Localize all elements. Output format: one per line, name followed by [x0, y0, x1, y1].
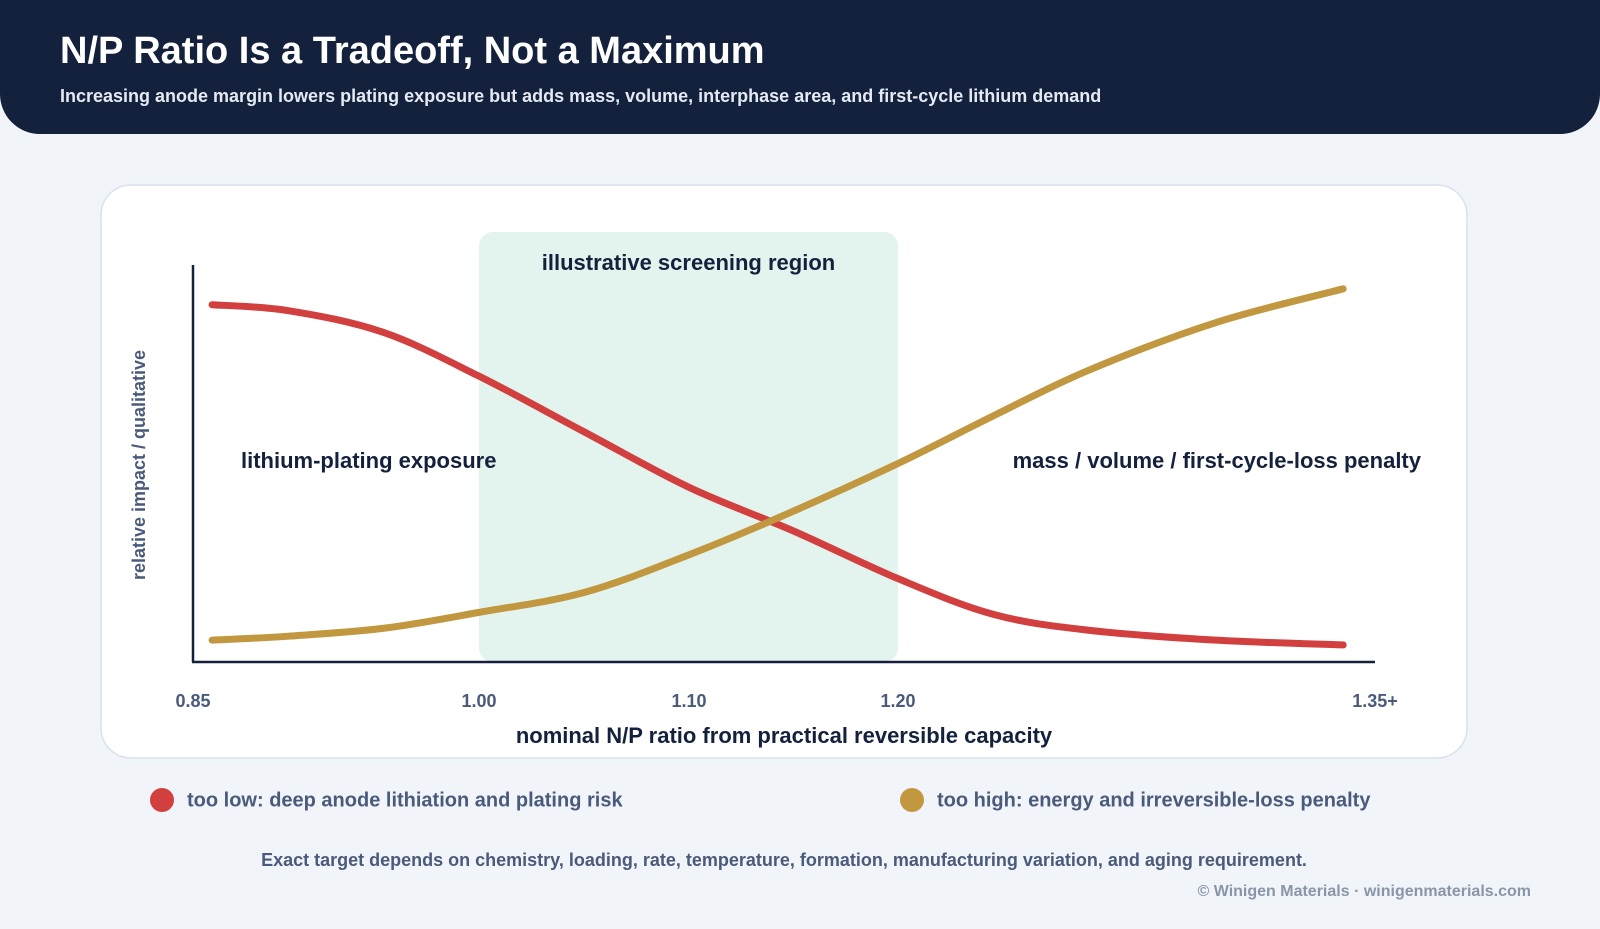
annotation: mass / volume / first-cycle-loss penalty — [1013, 448, 1422, 473]
screening-region — [479, 232, 898, 662]
annotation: lithium-plating exposure — [241, 448, 496, 473]
plot-area: illustrative screening region 0.85 1.00 1.1… — [175, 232, 1398, 711]
legend-label: too high: energy and irreversible-loss p… — [937, 789, 1371, 811]
region-label: illustrative screening region — [542, 250, 835, 275]
x-tick-label: 1.10 — [671, 691, 706, 711]
legend-swatch — [900, 788, 924, 812]
footnote: Exact target depends on chemistry, loadi… — [261, 850, 1307, 870]
chart-title: N/P Ratio Is a Tradeoff, Not a Maximum — [60, 30, 765, 72]
x-tick-label: 1.35+ — [1352, 691, 1398, 711]
y-axis-label: relative impact / qualitative — [129, 350, 149, 580]
chart-subtitle: Increasing anode margin lowers plating e… — [60, 86, 1101, 106]
series-line — [208, 285, 1347, 644]
legend-swatch — [150, 788, 174, 812]
x-tick-label: 1.20 — [880, 691, 915, 711]
series-line — [208, 301, 1347, 649]
header-band — [0, 0, 1600, 134]
x-tick-label: 1.00 — [461, 691, 496, 711]
x-axis-label: nominal N/P ratio from practical reversi… — [516, 723, 1053, 748]
legend-label: too low: deep anode lithiation and plati… — [187, 789, 623, 811]
x-tick-label: 0.85 — [175, 691, 210, 711]
credit: © Winigen Materials · winigenmaterials.c… — [1198, 883, 1532, 900]
